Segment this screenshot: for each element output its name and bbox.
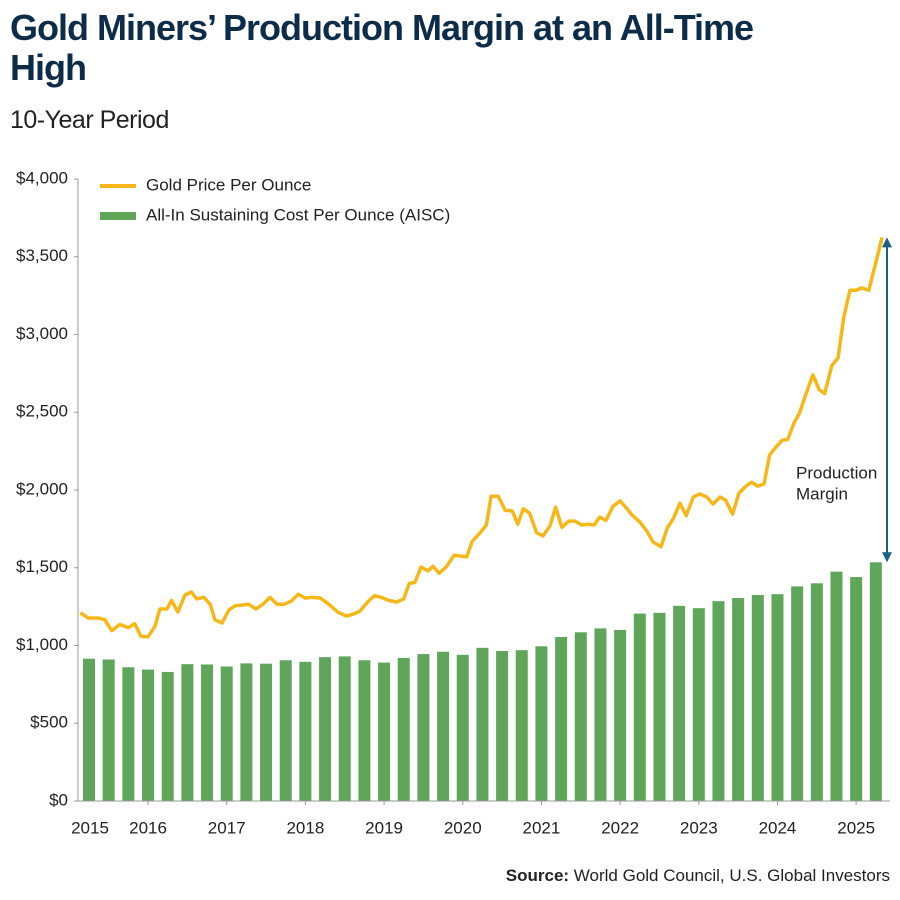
- y-tick-label: $3,500: [16, 246, 68, 265]
- y-tick-label: $500: [30, 713, 68, 732]
- bar: [279, 660, 292, 801]
- bar: [161, 671, 174, 801]
- bar: [299, 661, 312, 801]
- bar: [102, 659, 115, 801]
- x-tick-label: 2023: [680, 818, 718, 837]
- bar: [397, 657, 410, 801]
- bar: [594, 628, 607, 801]
- bar: [712, 601, 725, 801]
- x-tick-label: 2022: [601, 818, 639, 837]
- arrow-head: [882, 552, 892, 563]
- bar: [456, 654, 469, 801]
- bar: [791, 586, 804, 801]
- x-tick-label: 2015: [71, 818, 109, 837]
- source-text: World Gold Council, U.S. Global Investor…: [573, 866, 890, 885]
- bar: [437, 651, 450, 801]
- bar: [358, 660, 371, 801]
- bar: [810, 583, 823, 801]
- bar: [692, 608, 705, 801]
- bar: [830, 571, 843, 801]
- bar: [732, 598, 745, 801]
- chart-subtitle: 10-Year Period: [10, 106, 169, 134]
- annotation: Production: [796, 463, 877, 482]
- bar: [122, 667, 135, 801]
- y-tick-label: $1,500: [16, 557, 68, 576]
- x-tick-label: 2025: [837, 818, 875, 837]
- legend-label: All-In Sustaining Cost Per Ounce (AISC): [146, 205, 450, 224]
- y-tick-label: $2,000: [16, 479, 68, 498]
- y-tick-label: $3,000: [16, 324, 68, 343]
- y-tick-label: $2,500: [16, 402, 68, 421]
- bar: [653, 612, 666, 801]
- x-tick-label: 2018: [286, 818, 324, 837]
- bar: [673, 605, 686, 801]
- y-tick-label: $4,000: [16, 168, 68, 187]
- y-tick-label: $0: [49, 790, 68, 809]
- bar: [142, 669, 155, 801]
- x-tick-label: 2020: [444, 818, 482, 837]
- bar: [869, 562, 882, 801]
- y-tick-label: $1,000: [16, 635, 68, 654]
- bar: [574, 632, 587, 801]
- x-tick-label: 2016: [129, 818, 167, 837]
- x-tick-label: 2017: [208, 818, 246, 837]
- bar: [535, 646, 548, 801]
- annotation: Margin: [796, 484, 848, 503]
- bar: [201, 664, 214, 801]
- bar: [83, 658, 96, 801]
- bar: [338, 656, 351, 801]
- bar: [260, 663, 273, 801]
- legend-swatch: [100, 212, 136, 220]
- bar: [751, 594, 764, 801]
- legend-label: Gold Price Per Ounce: [146, 175, 311, 194]
- x-tick-label: 2021: [523, 818, 561, 837]
- x-tick-label: 2024: [759, 818, 797, 837]
- source: Source: World Gold Council, U.S. Global …: [506, 866, 890, 886]
- chart-title: Gold Miners’ Production Margin at an All…: [10, 7, 754, 88]
- bar: [850, 577, 863, 801]
- bar: [181, 664, 194, 801]
- bar: [515, 650, 528, 801]
- chart: $0 $500 $1,000 $1,500 $2,000 $2,500 $3,000 $3,5…: [16, 168, 892, 837]
- bar: [555, 636, 568, 801]
- bar: [496, 650, 509, 801]
- bar: [378, 662, 391, 801]
- line: [79, 236, 884, 639]
- bar: [240, 663, 253, 801]
- bar: [771, 594, 784, 801]
- arrow-head: [882, 237, 892, 248]
- bar: [614, 629, 627, 801]
- source-label: Source:: [505, 866, 570, 885]
- x-tick-label: 2019: [365, 818, 403, 837]
- bar: [319, 657, 332, 801]
- bar: [417, 654, 430, 801]
- bar: [220, 666, 233, 801]
- bar: [476, 647, 489, 801]
- bar: [633, 613, 646, 801]
